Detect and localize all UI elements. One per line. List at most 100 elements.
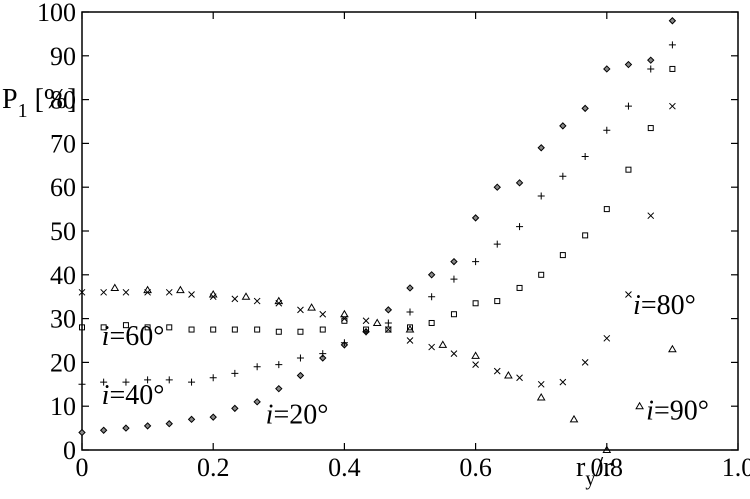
data-point-plus [472, 258, 480, 266]
y-tick-label: 50 [50, 217, 76, 246]
x-tick-label: 0 [76, 453, 89, 482]
data-point-diamond [209, 413, 217, 421]
y-axis-label-main: P [2, 84, 18, 115]
y-axis-label-unit: [%] [28, 84, 77, 115]
data-point-x [516, 374, 523, 382]
data-point-diamond [406, 284, 414, 292]
data-point-triangle [668, 344, 677, 353]
data-point-plus [340, 339, 348, 347]
annotation-variable: i [266, 400, 274, 431]
data-point-diamond [319, 354, 327, 362]
data-point-plus [647, 65, 655, 73]
annotation-value: =60° [109, 321, 164, 352]
data-point-plus [450, 275, 458, 283]
data-point-x [669, 102, 676, 110]
x-tick-label: 1.0 [722, 453, 750, 482]
data-point-diamond [165, 420, 173, 428]
annotation-variable: i [102, 321, 110, 352]
annotation-value: =80° [641, 290, 696, 321]
data-marks [78, 17, 677, 453]
data-point-plus [406, 308, 414, 316]
data-point-square [407, 324, 413, 331]
x-axis-label-tail: /r [595, 452, 613, 483]
x-tick-label: 0.4 [328, 453, 361, 482]
data-point-diamond [99, 426, 108, 434]
data-point-triangle [536, 392, 546, 401]
data-point-plus [122, 378, 130, 386]
data-point-diamond [493, 183, 501, 191]
data-point-triangle [340, 309, 349, 318]
data-point-plus [384, 319, 392, 327]
x-tick-label: 0.6 [459, 453, 492, 482]
data-point-plus [493, 240, 501, 248]
y-axis-label: P1 [%] [2, 84, 77, 122]
data-point-x [537, 380, 545, 388]
data-point-x [603, 334, 611, 342]
data-point-triangle [635, 401, 644, 410]
y-tick-label: 80 [50, 86, 76, 115]
annotation-variable: i [633, 290, 641, 321]
data-point-square [122, 322, 129, 329]
data-point-x [406, 337, 414, 344]
y-tick-label: 90 [50, 42, 76, 71]
data-point-triangle [176, 285, 185, 294]
data-point-x [122, 288, 130, 296]
data-point-square [100, 324, 107, 331]
y-tick-label: 0 [63, 436, 76, 465]
data-point-plus [100, 378, 108, 386]
data-point-square [210, 326, 217, 333]
x-axis-label-main: r [576, 452, 586, 483]
data-point-diamond [275, 384, 283, 393]
data-point-diamond [559, 122, 567, 130]
data-point-triangle [602, 445, 612, 453]
data-point-square [428, 319, 435, 326]
y-tick-label: 60 [50, 173, 76, 202]
y-axis-label-sub: 1 [18, 100, 28, 122]
annotation-variable: i [102, 380, 110, 411]
data-point-square [231, 326, 238, 333]
data-point-plus [296, 354, 304, 362]
x-axis-ticks: 0 0.2 0.4 0.6 0.8 1.0 [76, 12, 750, 482]
series-annotation: i=80° [633, 290, 696, 321]
data-point-x [625, 291, 632, 298]
y-tick-label: 40 [50, 261, 76, 290]
data-point-diamond [231, 404, 239, 413]
data-point-square [450, 311, 457, 318]
data-point-square [385, 326, 392, 333]
data-point-x [78, 288, 86, 296]
data-point-square [188, 326, 195, 333]
data-point-plus [559, 172, 567, 180]
series-annotation: i=90° [646, 395, 709, 426]
data-point-x [493, 367, 501, 375]
data-point-diamond [187, 415, 196, 424]
data-point-triangle [208, 290, 218, 298]
plot-frame [81, 11, 739, 451]
data-point-x [188, 291, 195, 298]
data-point-square [669, 65, 676, 72]
data-point-plus [537, 192, 545, 200]
data-point-triangle [143, 285, 152, 294]
data-point-square [603, 206, 610, 213]
data-point-square [254, 326, 261, 333]
data-point-plus [428, 293, 436, 301]
data-point-x [319, 310, 327, 318]
data-point-diamond [537, 144, 545, 152]
data-point-diamond [384, 306, 393, 314]
data-point-triangle [110, 283, 120, 291]
data-point-square [363, 326, 370, 333]
data-point-plus [275, 361, 283, 369]
x-tick-label: 0.8 [591, 453, 624, 482]
annotation-value: =20° [273, 400, 328, 431]
data-point-triangle [274, 296, 284, 305]
data-point-diamond [78, 428, 86, 437]
data-point-plus [165, 376, 173, 384]
data-point-square [166, 324, 173, 331]
data-point-square [144, 324, 151, 331]
data-point-diamond [143, 422, 152, 430]
data-point-plus [319, 350, 327, 358]
data-point-square [538, 271, 545, 278]
annotations: i=60°i=40°i=20°i=80°i=90° [102, 290, 709, 431]
data-point-diamond [471, 214, 480, 222]
data-point-x [253, 297, 261, 305]
data-point-triangle [372, 318, 382, 326]
